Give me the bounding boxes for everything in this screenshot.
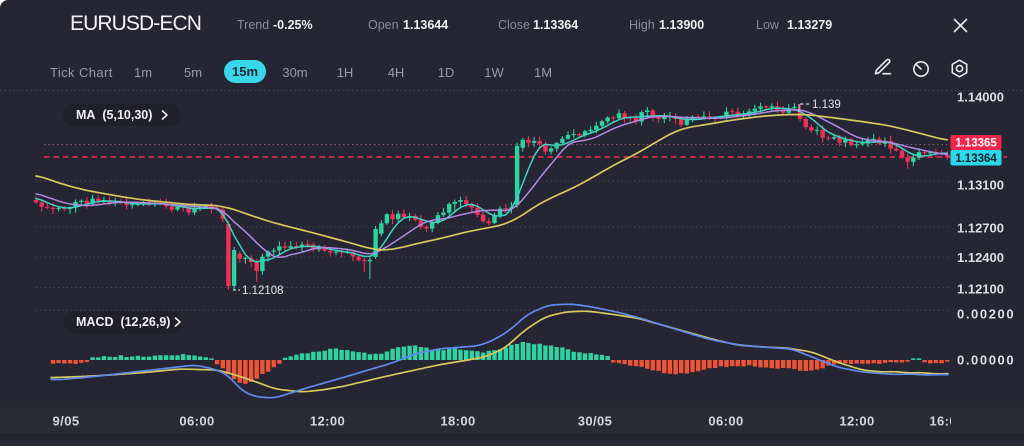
svg-text:30/05: 30/05 — [578, 414, 613, 429]
svg-text:06:00: 06:00 — [708, 414, 743, 429]
svg-text:0.00200: 0.00200 — [957, 307, 1015, 322]
svg-text:16:00: 16:00 — [929, 414, 964, 429]
svg-text:0.00000: 0.00000 — [957, 353, 1015, 368]
svg-text:18:00: 18:00 — [440, 414, 475, 429]
svg-text:12:00: 12:00 — [839, 414, 874, 429]
svg-text:1.12100: 1.12100 — [957, 282, 1004, 297]
svg-text:1.12700: 1.12700 — [957, 221, 1004, 236]
svg-text:12:00: 12:00 — [310, 414, 345, 429]
svg-text:1.12400: 1.12400 — [957, 250, 1004, 265]
svg-text:1.139: 1.139 — [812, 99, 841, 111]
svg-text:9/05: 9/05 — [53, 414, 80, 429]
svg-text:1.13100: 1.13100 — [957, 178, 1004, 193]
svg-text:1.13365: 1.13365 — [955, 138, 997, 150]
svg-text:06:00: 06:00 — [179, 414, 214, 429]
svg-text:1.14000: 1.14000 — [957, 90, 1004, 105]
svg-text:1.12108: 1.12108 — [242, 285, 284, 297]
svg-text:1.13364: 1.13364 — [955, 153, 997, 165]
